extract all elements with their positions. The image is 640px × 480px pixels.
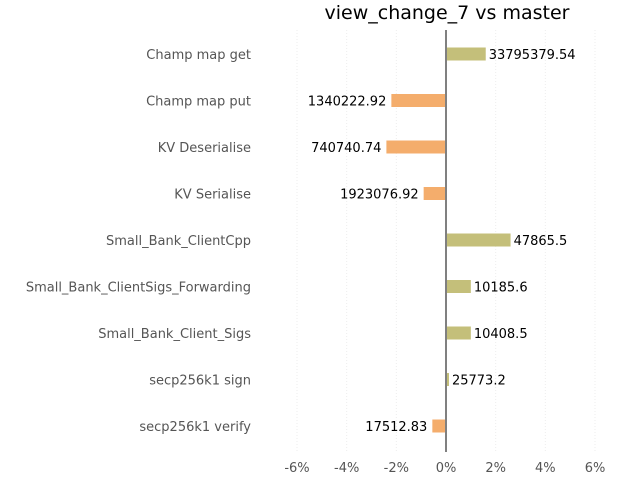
data-label: 10185.6 (474, 281, 528, 296)
x-axis: -6% -4% -2% 0% 2% 4% 6% (284, 30, 605, 476)
data-label: 1340222.92 (308, 95, 387, 110)
data-label: 10408.5 (474, 327, 528, 342)
bars (386, 47, 511, 433)
bar (446, 280, 471, 293)
category-label: Champ map put (146, 95, 251, 110)
bar (446, 233, 511, 247)
category-label: KV Deserialise (158, 141, 251, 156)
data-label: 25773.2 (452, 374, 506, 389)
data-label: 17512.83 (365, 420, 427, 435)
category-label: Small_Bank_ClientCpp (106, 234, 251, 249)
x-tick-label: 0% (436, 461, 457, 476)
x-tick-label: -6% (284, 461, 309, 476)
x-tick-label: 2% (485, 461, 506, 476)
bar (423, 187, 446, 200)
data-label: 740740.74 (311, 141, 381, 156)
x-tick-label: 6% (585, 461, 606, 476)
bar (391, 94, 446, 107)
chart-title: view_change_7 vs master (325, 2, 570, 24)
category-label: Small_Bank_Client_Sigs (98, 327, 251, 342)
category-label: secp256k1 sign (149, 374, 251, 389)
bar (432, 419, 446, 433)
data-label: 33795379.54 (489, 48, 576, 63)
bar (446, 373, 449, 386)
x-tick-label: 4% (535, 461, 556, 476)
category-label: Small_Bank_ClientSigs_Forwarding (26, 281, 251, 296)
category-label: KV Serialise (174, 188, 251, 203)
category-label: secp256k1 verify (139, 420, 251, 435)
category-labels: Champ map get Champ map put KV Deserialise… (26, 48, 251, 435)
data-label: 47865.5 (514, 234, 568, 249)
bar (446, 47, 486, 61)
bar (446, 326, 471, 340)
data-label: 1923076.92 (340, 188, 419, 203)
x-tick-label: -4% (334, 461, 359, 476)
category-label: Champ map get (146, 48, 251, 63)
data-labels: 33795379.54 1340222.92 740740.74 1923076.92… (308, 48, 576, 435)
x-tick-label: -2% (384, 461, 409, 476)
bar (386, 140, 446, 154)
